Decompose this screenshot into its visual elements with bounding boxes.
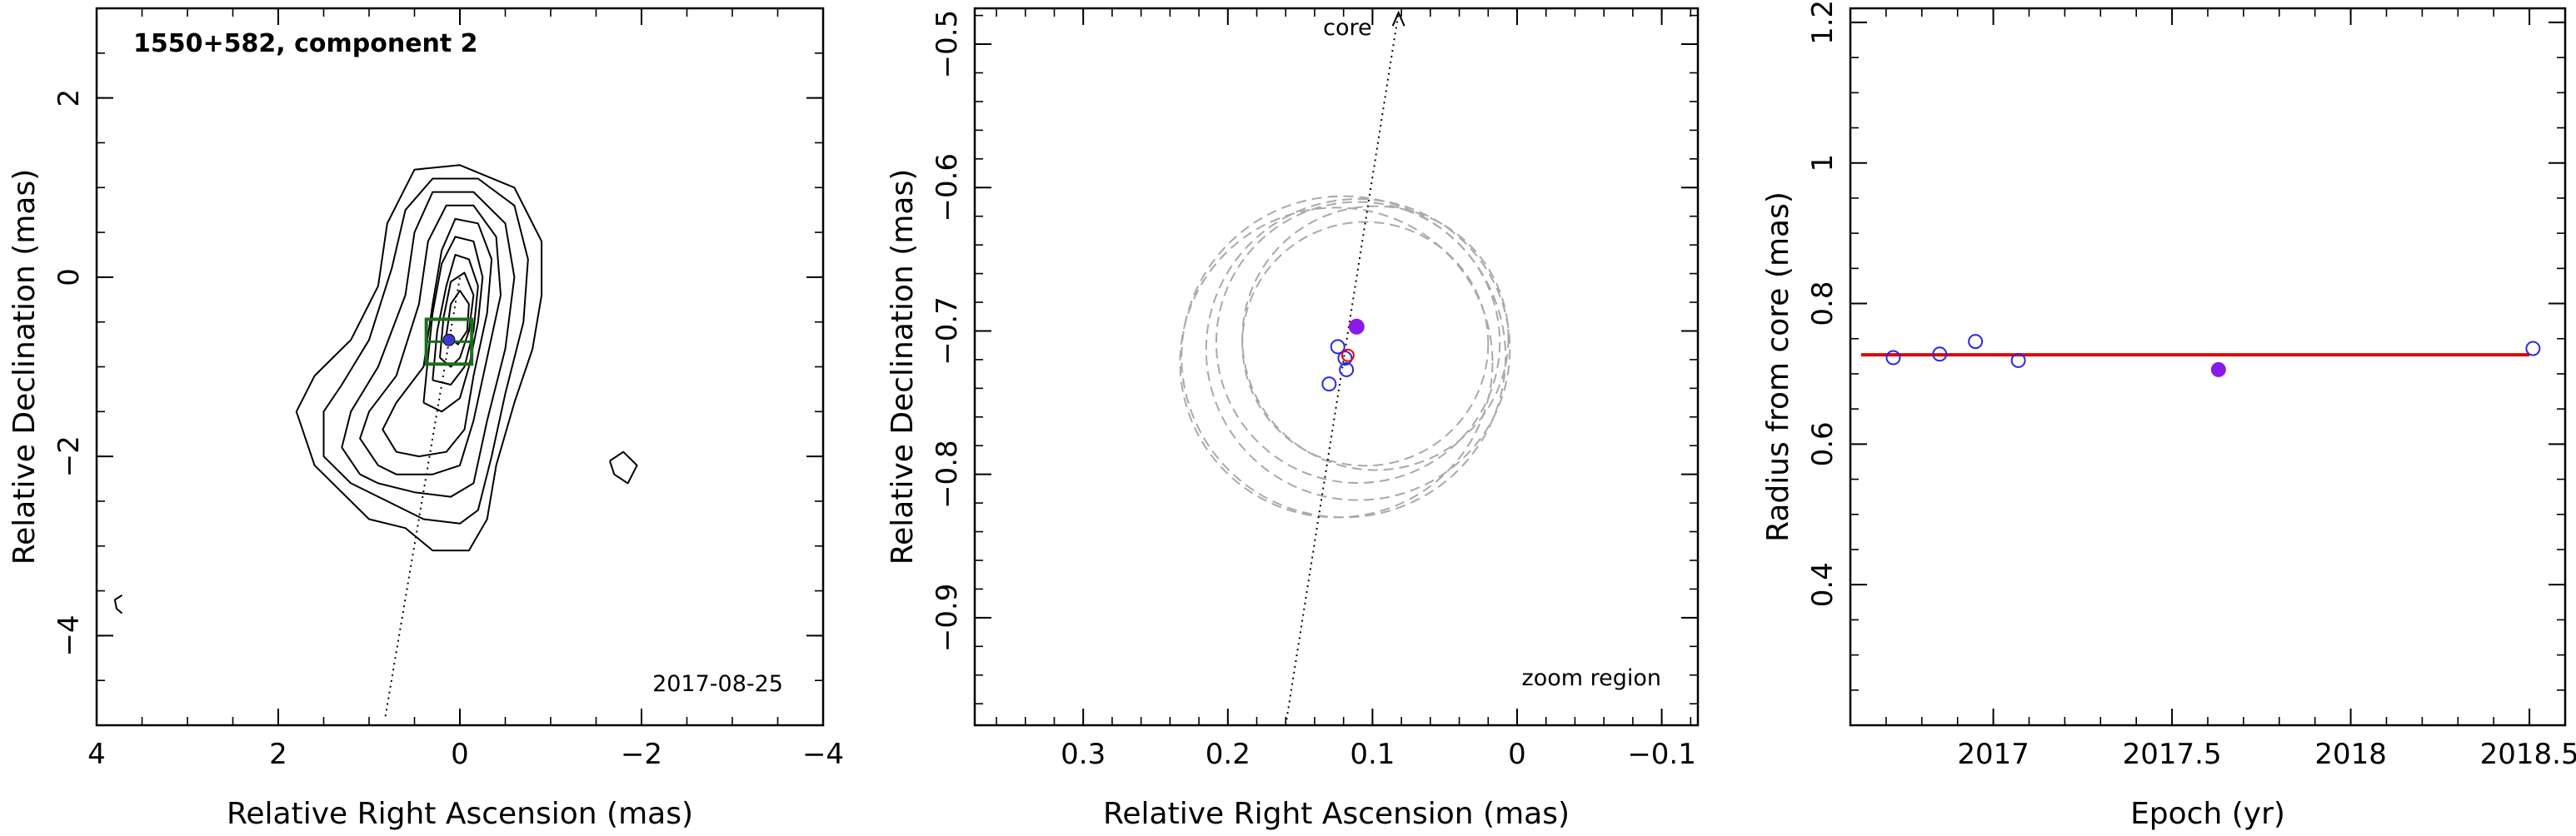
radius-point-open [2525,341,2541,356]
epoch-annotation: 2017-08-25 [652,671,783,697]
plot-area [113,164,638,717]
x-tick-label: 0.3 [1061,738,1106,771]
radius-point-open [2010,352,2026,368]
x-tick-label: 0.1 [1350,738,1395,771]
contour-line [382,217,493,458]
component-size-circle [1241,205,1510,471]
zoom-region-annotation: zoom region [1522,665,1661,691]
component-size-circle [1241,221,1490,467]
y-tick-label: −4 [52,615,86,656]
y-tick-label: 1 [1806,154,1840,172]
x-tick-label: 0 [451,738,469,771]
x-axis-label: Epoch (yr) [2130,797,2285,831]
x-axis-label: Relative Right Ascension (mas) [227,797,693,831]
x-axis-label: Relative Right Ascension (mas) [1103,797,1570,831]
y-tick-label: 0 [52,268,86,286]
epoch-point-open [1337,351,1353,366]
x-tick-label: 0.2 [1206,738,1251,771]
core-direction-line [1285,12,1400,725]
component-size-circle [1181,195,1507,519]
y-tick-label: −0.9 [931,584,964,653]
contour-line [295,164,543,552]
core-arrow-head [1391,10,1405,27]
component-size-circle [1215,201,1501,484]
mean-position-marker [1340,348,1355,362]
contour-line [608,450,638,485]
radius-point-open [1885,350,1901,366]
x-tick-label: −4 [802,738,844,771]
plot-frame [95,7,825,727]
y-tick-label: 0.6 [1806,421,1840,466]
component-size-circle [1179,207,1494,519]
epoch-point-filled [1348,318,1365,335]
radius-point-filled [2210,361,2226,377]
contour-line [322,177,529,525]
x-tick-label: −2 [621,738,662,771]
contour-line [445,290,470,346]
x-tick-label: 2018 [2314,738,2387,771]
core-annotation: core [1323,15,1371,41]
y-axis-label: Relative Declination (mas) [886,169,920,565]
y-tick-label: −2 [52,435,86,477]
x-tick-label: 2 [269,738,287,771]
y-tick-label: −0.8 [931,440,964,509]
plot-frame [1849,7,2567,727]
x-tick-label: 4 [87,738,106,771]
y-axis-label: Radius from core (mas) [1761,192,1795,542]
radius-point-open [1932,346,1948,362]
radius-epoch-panel: 2017 2017.5 2018 2018.5 0.4 0.6 0.8 1 1.2 Epoch (… [1761,0,2576,831]
epoch-point-open [1339,361,1355,377]
y-tick-label: 0.8 [1806,281,1840,326]
contour-line [341,191,516,498]
plot-area [1860,334,2541,377]
x-tick-label: 2018.5 [2480,738,2576,771]
x-tick-label: −0.1 [1627,738,1696,771]
y-axis-label: Relative Declination (mas) [7,169,42,565]
y-tick-label: −0.6 [931,153,964,222]
y-tick-label: −0.7 [931,296,964,366]
epoch-point-open [1330,339,1345,355]
x-tick-label: 2017 [1957,738,2029,771]
y-tick-label: 2 [52,89,86,107]
y-tick-label: −0.5 [931,10,964,79]
plot-area [1179,10,1511,725]
x-tick-label: 0 [1508,738,1526,771]
contour-line [113,595,123,615]
x-tick-label: 2017.5 [2123,738,2222,771]
core-direction-line [384,276,461,717]
radius-point-open [1968,334,1984,350]
component-marker [442,333,456,346]
contour-line [432,254,479,386]
contour-line [359,204,502,475]
chart-title: 1550+582, component 2 [133,29,478,58]
plot-frame [973,7,1700,727]
epoch-point-open [1321,376,1337,392]
component-size-circle [1205,198,1511,501]
zoom-panel: 0.3 0.2 0.1 0 −0.1 −0.5 −0.6 −0.7 −0.8 −0.9 Relati… [886,7,1700,831]
contour-panel: 4 2 0 −2 −4 2 0 −2 −4 Relative Right Ascension (m… [7,7,844,831]
y-tick-label: 1.2 [1806,0,1840,45]
y-tick-label: 0.4 [1806,562,1840,607]
